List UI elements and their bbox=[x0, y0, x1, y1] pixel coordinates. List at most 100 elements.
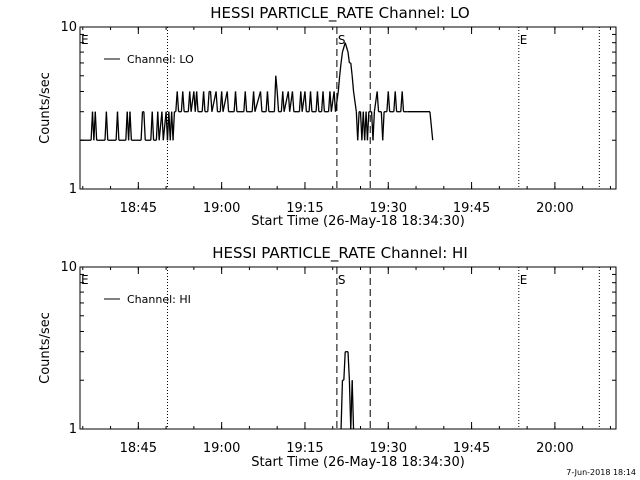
chart-1-series-segment bbox=[161, 111, 164, 141]
chart-1-x-tick-label: 19:00 bbox=[203, 201, 240, 216]
chart-1-series-segment bbox=[287, 91, 291, 112]
chart-1-series-segment bbox=[190, 91, 195, 112]
chart-1-series-segment bbox=[244, 91, 248, 112]
chart-2-legend-label: Channel: HI bbox=[127, 293, 191, 306]
footer-timestamp: 7-Jun-2018 18:14 bbox=[566, 468, 636, 477]
chart-2-plot-frame bbox=[79, 266, 617, 430]
chart-1-series-segment bbox=[376, 91, 380, 112]
chart-1-series-segment bbox=[157, 111, 160, 141]
chart-1-series-segment bbox=[195, 91, 199, 112]
chart-1-x-tick-label: 19:30 bbox=[370, 201, 407, 216]
chart-1-series-segment bbox=[352, 91, 357, 112]
chart-1-x-tick-label: 20:00 bbox=[536, 201, 573, 216]
chart-2-x-tick-label: 19:15 bbox=[286, 441, 323, 456]
chart-1-series-segment bbox=[330, 91, 335, 112]
chart-1-marker-label: E bbox=[81, 33, 89, 47]
chart-1-series-segment bbox=[182, 91, 185, 112]
chart-1-series-segment bbox=[340, 52, 344, 64]
chart-2-x-tick-label: 18:45 bbox=[120, 441, 157, 456]
chart-1-series-segment bbox=[129, 111, 133, 141]
chart-2-series-segment bbox=[343, 351, 346, 381]
chart-1-x-tick-label: 18:45 bbox=[120, 201, 157, 216]
chart-1-series-segment bbox=[202, 91, 206, 112]
chart-1-series-segment bbox=[337, 75, 341, 92]
chart-2-x-tick-label: 19:45 bbox=[453, 441, 490, 456]
chart-1-x-tick-label: 19:45 bbox=[453, 201, 490, 216]
chart-2-marker-label: S bbox=[338, 273, 346, 287]
chart-1-series-segment bbox=[304, 91, 307, 112]
chart-1-series-segment bbox=[344, 42, 349, 53]
chart-1-series-segment bbox=[172, 111, 176, 141]
chart-1-group: HESSI PARTICLE_RATE Channel: LO 18:45 19:0… bbox=[38, 4, 617, 229]
chart-1-x-tick-label: 19:15 bbox=[286, 201, 323, 216]
chart-1-series-segment bbox=[289, 91, 294, 112]
chart-1-series-segment bbox=[151, 111, 155, 141]
chart-1-y-tick-label: 1 bbox=[69, 182, 77, 197]
chart-2-group: HESSI PARTICLE_RATE Channel: HI 18:45 19:0… bbox=[38, 244, 617, 470]
chart-1-series-segment bbox=[301, 91, 306, 112]
chart-1-series-segment bbox=[309, 91, 313, 112]
chart-1-series-segment bbox=[234, 91, 238, 112]
chart-1-series-segment bbox=[429, 111, 434, 141]
chart-1-plot-frame bbox=[79, 26, 617, 190]
chart-1-series-segment bbox=[382, 111, 385, 141]
chart-1-series-segment bbox=[291, 91, 295, 112]
chart-1-series-segment bbox=[372, 111, 376, 141]
chart-1-series-segment bbox=[283, 91, 289, 112]
chart-2-series-segment bbox=[351, 380, 355, 430]
chart-1-series-segment bbox=[401, 91, 405, 112]
chart-1-legend-label: Channel: LO bbox=[127, 53, 194, 66]
chart-1-series-segment bbox=[226, 91, 230, 112]
chart-1-marker-label: E bbox=[520, 33, 528, 47]
chart-1-series-segment bbox=[300, 91, 303, 112]
chart-2-x-axis-label: Start Time (26-May-18 18:34:30) bbox=[251, 455, 465, 470]
chart-1-series-segment bbox=[266, 91, 270, 112]
chart-1-series-segment bbox=[116, 111, 120, 141]
chart-1-series-segment bbox=[339, 62, 342, 76]
chart-1-series-segment bbox=[322, 91, 326, 112]
chart-2-y-axis-label: Counts/sec bbox=[38, 312, 53, 384]
chart-1-series-segment bbox=[276, 91, 280, 112]
chart-1-title: HESSI PARTICLE_RATE Channel: LO bbox=[210, 4, 469, 23]
chart-1-series-segment bbox=[259, 91, 263, 112]
chart-1-series-segment bbox=[394, 91, 398, 112]
chart-1-series-segment bbox=[158, 111, 163, 141]
chart-1-series-segment bbox=[105, 111, 109, 141]
chart-2-x-tick-label: 19:30 bbox=[370, 441, 407, 456]
chart-2-title: HESSI PARTICLE_RATE Channel: HI bbox=[212, 244, 468, 263]
chart-1-y-axis-label: Counts/sec bbox=[38, 72, 53, 144]
chart-1-series-segment bbox=[282, 91, 285, 112]
chart-1-series-segment bbox=[211, 91, 217, 112]
chart-2-x-tick-label: 20:00 bbox=[536, 441, 573, 456]
chart-1-series-segment bbox=[316, 91, 320, 112]
chart-1-series-segment bbox=[366, 111, 370, 141]
chart-2-series-segment bbox=[347, 351, 351, 381]
chart-1-x-axis-label: Start Time (26-May-18 18:34:30) bbox=[251, 214, 465, 229]
chart-1-series-segment bbox=[334, 91, 339, 112]
chart-1-series-segment bbox=[373, 91, 378, 112]
chart-1-series-segment bbox=[254, 91, 262, 112]
chart-2-y-tick-label: 1 bbox=[69, 422, 77, 437]
chart-1-series-segment bbox=[273, 75, 277, 112]
chart-1-series-segment bbox=[215, 91, 219, 112]
chart-1-series-segment bbox=[220, 91, 224, 112]
chart-1-series-segment bbox=[341, 42, 346, 53]
chart-1-marker-label: S bbox=[338, 33, 346, 47]
chart-1-y-tick-label: 10 bbox=[60, 20, 77, 35]
chart-1-series-segment bbox=[252, 91, 256, 112]
chart-2-marker-label: E bbox=[81, 273, 89, 287]
chart-1-series-segment bbox=[143, 111, 146, 141]
chart-1-series-segment bbox=[333, 91, 337, 112]
chart-2-y-tick-label: 10 bbox=[60, 260, 77, 275]
chart-2-x-tick-label: 19:00 bbox=[203, 441, 240, 456]
chart-2-series-segment bbox=[340, 380, 344, 430]
chart-2-marker-label: E bbox=[520, 273, 528, 287]
chart-1-series-segment bbox=[207, 91, 210, 112]
chart-1-series-segment bbox=[209, 91, 213, 112]
chart-1-series-segment bbox=[357, 111, 360, 141]
chart-1-series-segment bbox=[387, 91, 391, 112]
chart-1-series-segment bbox=[94, 111, 98, 141]
chart-1-series-segment bbox=[329, 91, 332, 112]
chart-1-series-segment bbox=[351, 75, 355, 92]
